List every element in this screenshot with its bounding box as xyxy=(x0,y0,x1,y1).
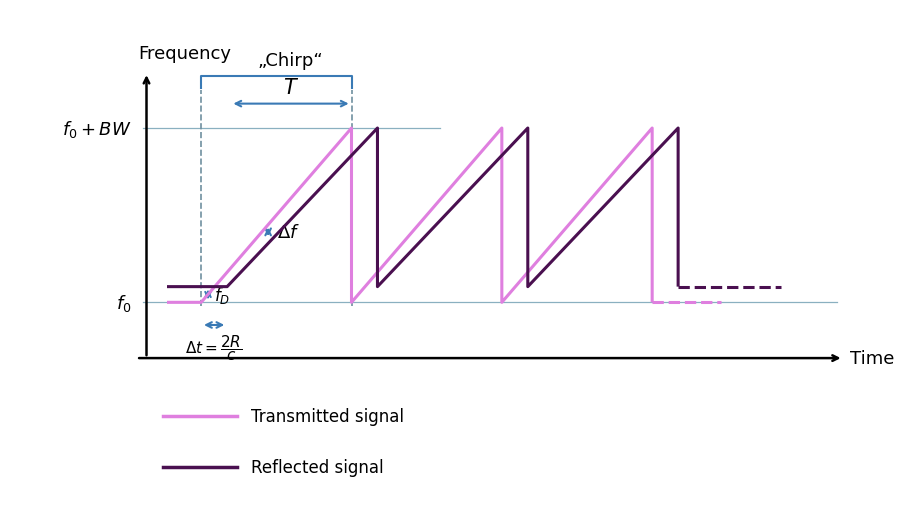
Text: $T$: $T$ xyxy=(283,77,299,97)
Text: „Chirp“: „Chirp“ xyxy=(257,52,323,70)
Text: Time: Time xyxy=(850,349,895,367)
Text: $\Delta t = \dfrac{2R}{c}$: $\Delta t = \dfrac{2R}{c}$ xyxy=(185,332,243,362)
Text: $f_0 + BW$: $f_0 + BW$ xyxy=(62,118,131,139)
Text: Transmitted signal: Transmitted signal xyxy=(251,408,404,426)
Text: $f_D$: $f_D$ xyxy=(214,284,230,306)
Text: Frequency: Frequency xyxy=(139,45,231,63)
Text: $f_0$: $f_0$ xyxy=(116,292,131,313)
Text: $\Delta f$: $\Delta f$ xyxy=(277,223,300,241)
Text: Reflected signal: Reflected signal xyxy=(251,458,384,476)
